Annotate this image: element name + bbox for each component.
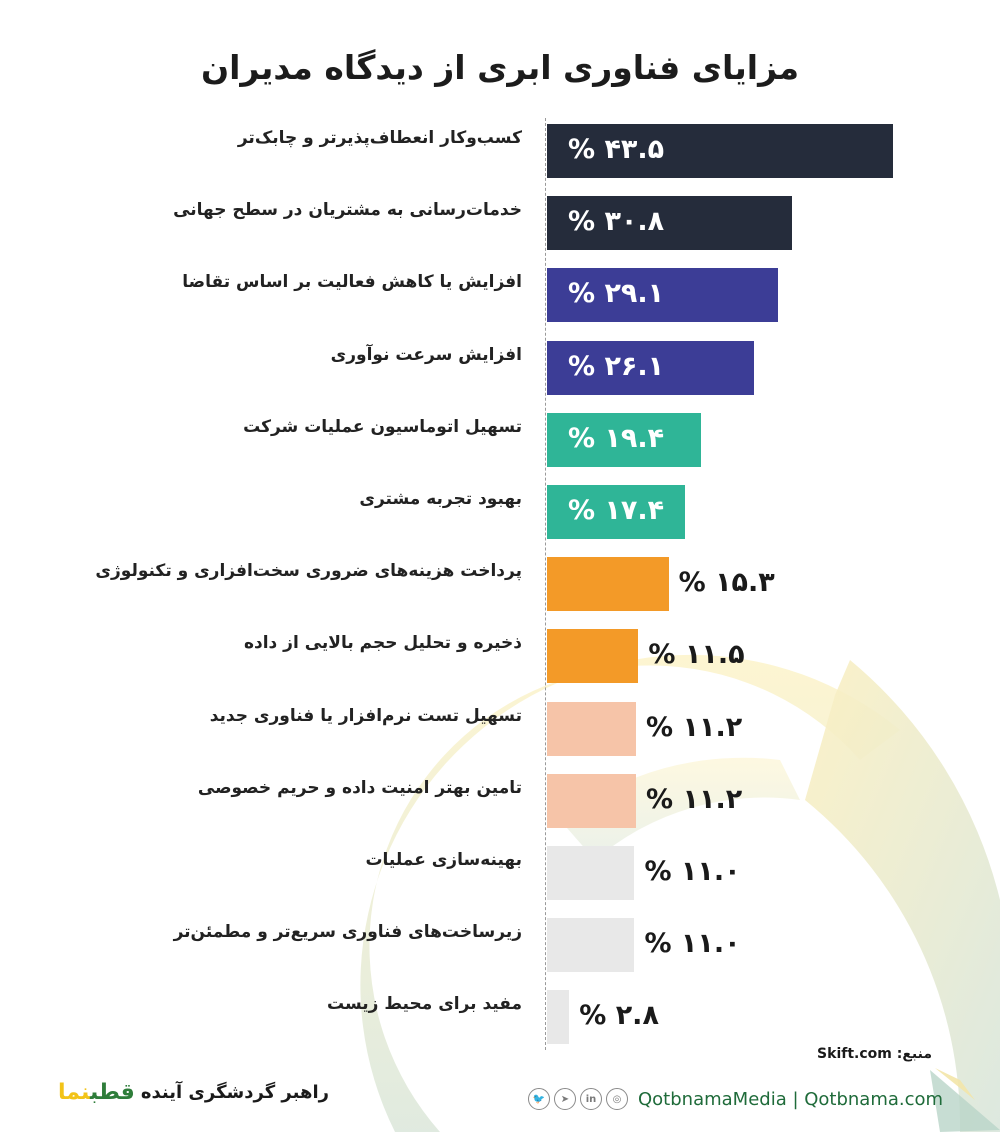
- bar: [547, 485, 686, 539]
- bar: [547, 412, 702, 467]
- bar: [547, 124, 893, 178]
- bar: [547, 629, 639, 684]
- bar-row: تسهیل تست نرم‌افزار یا فناوری جدید % ۱۱.۲: [0, 701, 1000, 756]
- chart-title: مزایای فناوری ابری از دیدگاه مدیران: [200, 48, 800, 87]
- bar-value: % ۱۱.۲: [646, 711, 743, 743]
- bar-label: افزایش یا کاهش فعالیت بر اساس تقاضا: [182, 272, 522, 293]
- bar: [547, 773, 637, 828]
- bar-label: کسب‌وکار انعطاف‌پذیرتر و چابک‌تر: [237, 128, 522, 148]
- bar-value: % ۱۹.۴: [568, 422, 665, 454]
- brand-tagline: راهبر گردشگری آینده: [140, 1082, 329, 1103]
- bar-row: تامین بهتر امنیت داده و حریم خصوصی % ۱۱.۲: [0, 773, 1000, 828]
- bar-label: تامین بهتر امنیت داده و حریم خصوصی: [197, 777, 522, 798]
- bar: [547, 268, 779, 323]
- bar-value: % ۱۱.۲: [646, 783, 743, 815]
- bar-row: بهبود تجربه مشتری % ۱۷.۴: [0, 485, 1000, 539]
- source-credit: Skift.com :منبع: [817, 1046, 932, 1062]
- bar-value: % ۲۶.۱: [568, 350, 665, 382]
- bar-label: بهینه‌سازی عملیات: [365, 850, 522, 870]
- linkedin-icon[interactable]: in: [580, 1088, 602, 1110]
- baseline-axis: [545, 118, 546, 1050]
- bar-row: ذخیره و تحلیل حجم بالایی از داده % ۱۱.۵: [0, 629, 1000, 684]
- brand-logo-part-1: قطب: [90, 1080, 135, 1105]
- footer-links-text[interactable]: QotbnamaMedia | Qotbnama.com: [638, 1088, 944, 1110]
- bar: [547, 846, 635, 900]
- bar-value: % ۲۹.۱: [568, 278, 665, 310]
- bar: [547, 557, 669, 612]
- footer-social-links: 🐦 ➤ in ◎ QotbnamaMedia | Qotbnama.com: [528, 1088, 943, 1110]
- bar: [547, 340, 755, 395]
- twitter-icon[interactable]: 🐦: [528, 1088, 550, 1110]
- bar-label: بهبود تجربه مشتری: [359, 489, 522, 509]
- bar-value: % ۲.۸: [579, 1000, 659, 1032]
- bar: [547, 918, 635, 973]
- bar-label: مفید برای محیط زیست: [326, 994, 522, 1015]
- bar-label: پرداخت هزینه‌های ضروری سخت‌افزاری و تکنو…: [95, 561, 522, 582]
- bar: [547, 990, 570, 1045]
- bar-row: زیرساخت‌های فناوری سریع‌تر و مطمئن‌تر % ۱…: [0, 918, 1000, 973]
- bar-value: % ۱۱.۰: [644, 928, 741, 960]
- bar-row: افزایش سرعت نوآوری % ۲۶.۱: [0, 340, 1000, 395]
- brand: راهبر گردشگری آینده قطبنما: [58, 1080, 329, 1105]
- bar-row: پرداخت هزینه‌های ضروری سخت‌افزاری و تکنو…: [0, 557, 1000, 612]
- bar-label: ذخیره و تحلیل حجم بالایی از داده: [243, 633, 522, 654]
- telegram-icon[interactable]: ➤: [554, 1088, 576, 1110]
- bar-label: افزایش سرعت نوآوری: [330, 344, 522, 365]
- bar-row: بهینه‌سازی عملیات % ۱۱.۰: [0, 846, 1000, 900]
- bar-value: % ۳۰.۸: [568, 206, 665, 238]
- bar-value: % ۱۱.۵: [648, 639, 745, 671]
- bar-row: خدمات‌رسانی به مشتریان در سطح جهانی % ۳۰.…: [0, 196, 1000, 251]
- bar-label: زیرساخت‌های فناوری سریع‌تر و مطمئن‌تر: [173, 922, 522, 943]
- brand-logo-part-2: نما: [58, 1080, 90, 1105]
- bar-label: تسهیل تست نرم‌افزار یا فناوری جدید: [209, 705, 522, 726]
- bar-label: تسهیل اتوماسیون عملیات شرکت: [243, 416, 522, 437]
- bar-row: کسب‌وکار انعطاف‌پذیرتر و چابک‌تر % ۴۳.۵: [0, 124, 1000, 178]
- bar-row: افزایش یا کاهش فعالیت بر اساس تقاضا % ۲۹.…: [0, 268, 1000, 323]
- bar-value: % ۱۷.۴: [568, 495, 665, 526]
- brand-logo: قطبنما: [58, 1080, 135, 1105]
- bar: [547, 701, 637, 756]
- instagram-icon[interactable]: ◎: [606, 1088, 628, 1110]
- bar-row: تسهیل اتوماسیون عملیات شرکت % ۱۹.۴: [0, 412, 1000, 467]
- bar: [547, 196, 792, 251]
- bar-label: خدمات‌رسانی به مشتریان در سطح جهانی: [173, 200, 522, 221]
- bar-value: % ۱۱.۰: [644, 856, 741, 887]
- bar-row: مفید برای محیط زیست % ۲.۸: [0, 990, 1000, 1045]
- bar-value: % ۴۳.۵: [568, 134, 665, 165]
- bar-value: % ۱۵.۳: [678, 567, 775, 599]
